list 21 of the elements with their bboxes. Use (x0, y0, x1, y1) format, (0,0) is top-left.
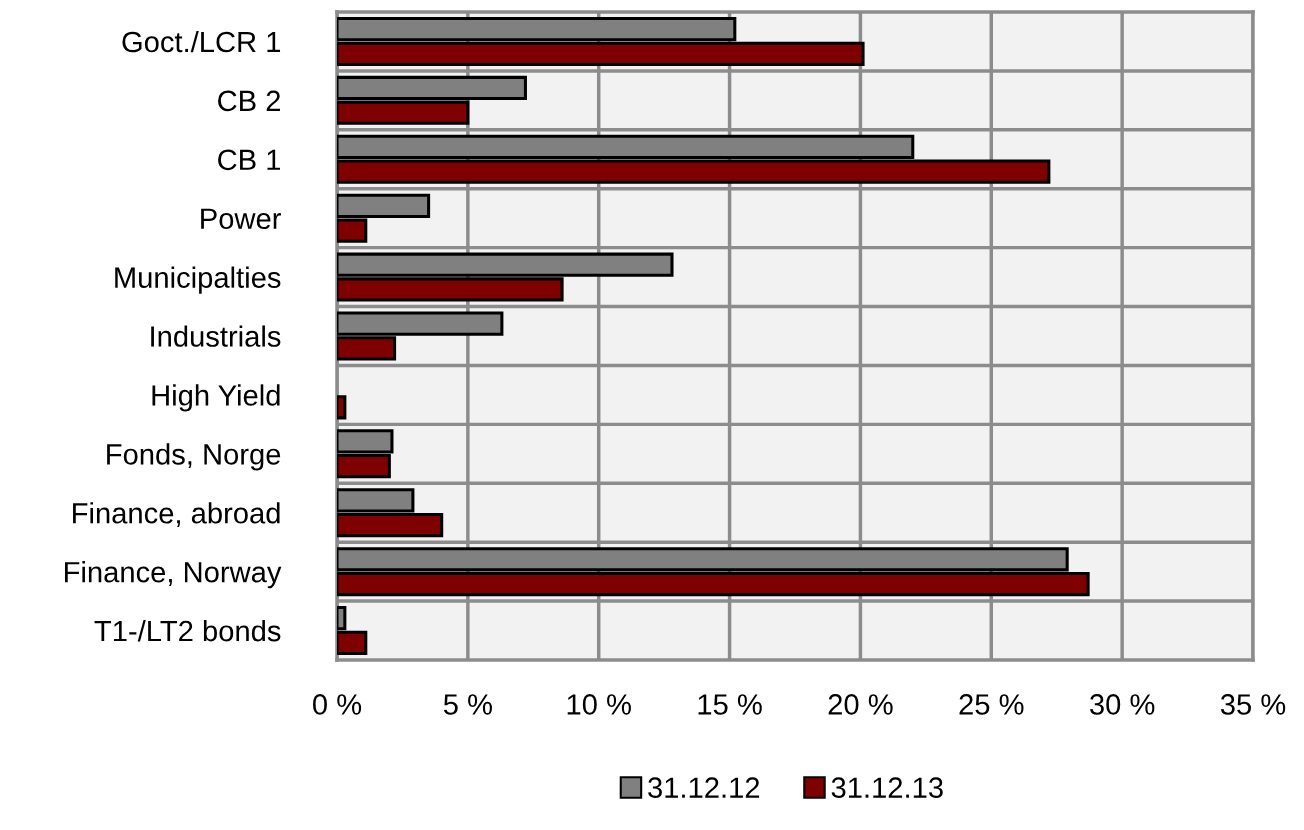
y-tick-label: Municipalties (115, 266, 281, 294)
legend-label: 31.12.13 (831, 777, 943, 798)
y-tick-label: Goct./LCR 1 (122, 30, 281, 53)
x-tick-label: 5 % (443, 694, 492, 715)
x-tick-label: 15 % (698, 694, 762, 715)
y-tick-label: T1-/LT2 bonds (94, 619, 281, 642)
x-tick-label: 0 % (313, 694, 362, 715)
y-tick-label: CB 1 (218, 149, 281, 171)
y-tick-label: CB 2 (218, 90, 280, 112)
legend-label: 31.12.12 (648, 777, 760, 798)
y-tick-label: Finance, Norway (65, 561, 282, 589)
x-tick-label: 10 % (567, 694, 631, 715)
x-tick-label: 35 % (1220, 694, 1286, 715)
y-tick-label: Finance, abroad (73, 502, 280, 528)
y-tick-label: Power (201, 208, 281, 230)
x-tick-label: 30 % (1090, 694, 1155, 715)
x-tick-label: 25 % (959, 694, 1024, 715)
y-tick-label: Industrials (151, 325, 281, 347)
x-tick-label: 20 % (828, 694, 893, 715)
y-tick-label: High Yield (152, 384, 280, 412)
y-tick-label: Fonds, Norge (107, 443, 281, 471)
